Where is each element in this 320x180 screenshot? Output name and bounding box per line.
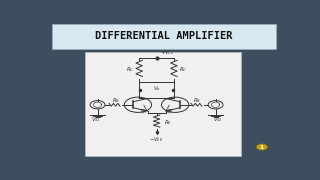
- Text: DIFFERENTIAL AMPLIFIER: DIFFERENTIAL AMPLIFIER: [95, 31, 233, 41]
- Text: $Q_2$: $Q_2$: [166, 107, 174, 116]
- Text: $Q_1$: $Q_1$: [140, 107, 148, 116]
- Text: $V_{S2}$: $V_{S2}$: [212, 116, 222, 125]
- Text: $V_{S1}$: $V_{S1}$: [91, 116, 100, 125]
- Text: $V_o$: $V_o$: [153, 84, 161, 93]
- Text: 1: 1: [260, 145, 264, 150]
- Text: $-V_{EE}$: $-V_{EE}$: [149, 136, 164, 144]
- FancyBboxPatch shape: [52, 24, 276, 49]
- FancyBboxPatch shape: [84, 52, 241, 156]
- Text: $R_C$: $R_C$: [179, 65, 188, 74]
- Text: $R_B$: $R_B$: [112, 96, 120, 105]
- Text: $R_E$: $R_E$: [164, 118, 172, 127]
- Text: $R_C$: $R_C$: [125, 65, 134, 74]
- Text: +$V_{CC}$: +$V_{CC}$: [160, 48, 175, 57]
- Circle shape: [257, 144, 268, 150]
- Text: $R_B$: $R_B$: [194, 96, 202, 105]
